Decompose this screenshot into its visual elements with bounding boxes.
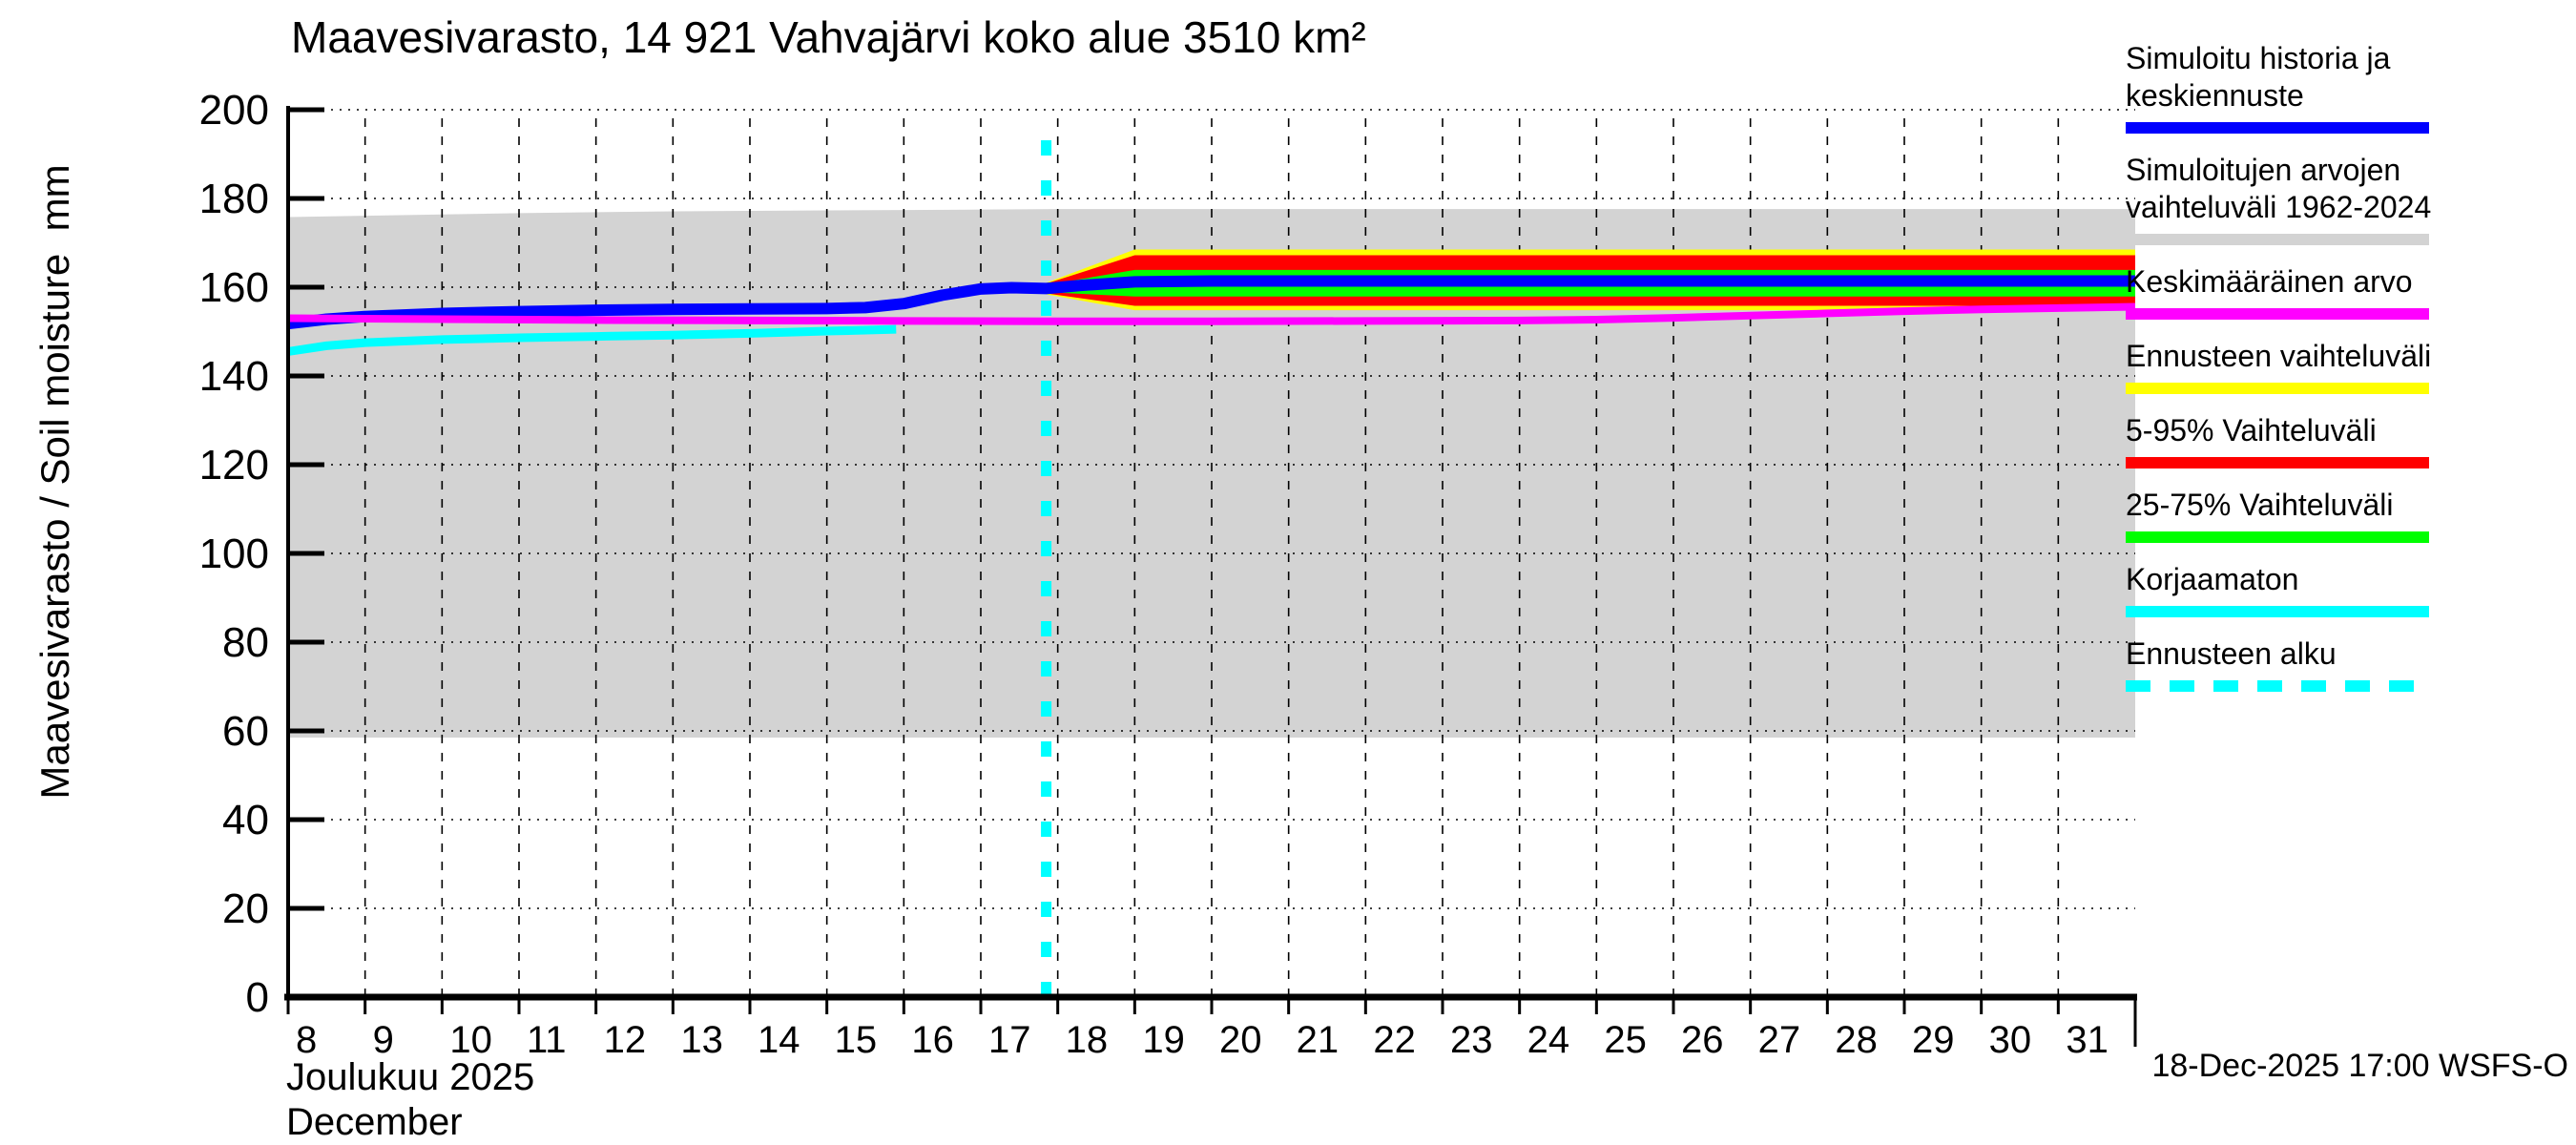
chart-title: Maavesivarasto, 14 921 Vahvajärvi koko a… — [291, 12, 1366, 62]
y-tick-label: 140 — [199, 353, 269, 400]
x-tick-label: 26 — [1681, 1019, 1724, 1061]
x-tick-label: 28 — [1835, 1019, 1878, 1061]
x-tick-label: 18 — [1066, 1019, 1109, 1061]
legend-label: Ennusteen alku — [2126, 636, 2337, 671]
y-tick-label: 80 — [222, 619, 269, 666]
legend-item-5-95-range: 5-95% Vaihteluväli — [2126, 412, 2565, 468]
x-tick-label: 25 — [1604, 1019, 1647, 1061]
x-tick-label: 17 — [988, 1019, 1031, 1061]
legend-item-simulated-history: Simuloitu historia ja keskiennuste — [2126, 40, 2565, 134]
x-tick-label: 16 — [911, 1019, 954, 1061]
y-tick-label: 120 — [199, 442, 269, 489]
y-tick-label: 200 — [199, 87, 269, 134]
cyan-dashed-line-swatch — [2126, 680, 2429, 692]
x-tick-label: 22 — [1373, 1019, 1416, 1061]
x-tick-label: 23 — [1450, 1019, 1493, 1061]
cyan-line-swatch — [2126, 606, 2429, 617]
x-tick-label: 10 — [449, 1019, 492, 1061]
legend-label: Keskimääräinen arvo — [2126, 264, 2413, 299]
y-tick-label: 160 — [199, 264, 269, 311]
red-band-swatch — [2126, 457, 2429, 468]
x-tick-label: 19 — [1142, 1019, 1185, 1061]
legend-item-25-75-range: 25-75% Vaihteluväli — [2126, 487, 2565, 543]
legend-item-uncorrected: Korjaamaton — [2126, 561, 2565, 617]
yellow-band-swatch — [2126, 383, 2429, 394]
legend-label: Ennusteen vaihteluväli — [2126, 339, 2432, 373]
y-tick-label: 0 — [246, 974, 269, 1021]
timestamp: 18-Dec-2025 17:00 WSFS-O — [2151, 1048, 2568, 1084]
y-axis-label: Maavesivarasto / Soil moisture mm — [32, 164, 77, 799]
y-tick-label: 20 — [222, 885, 269, 932]
legend: Simuloitu historia ja keskiennuste Simul… — [2126, 40, 2565, 710]
legend-item-average-value: Keskimääräinen arvo — [2126, 263, 2565, 320]
y-tick-label: 180 — [199, 176, 269, 222]
legend-label: Simuloitujen arvojen vaihteluväli 1962-2… — [2126, 153, 2432, 224]
legend-item-simulated-range: Simuloitujen arvojen vaihteluväli 1962-2… — [2126, 152, 2565, 245]
magenta-line-swatch — [2126, 308, 2429, 320]
x-tick-label: 9 — [373, 1019, 394, 1061]
plot-area: 0 20 40 60 80 100 120 140 160 180 200 8 9 10 11 12 13 14 1… — [199, 87, 2137, 1061]
legend-label: 25-75% Vaihteluväli — [2126, 488, 2394, 522]
y-tick-label: 60 — [222, 708, 269, 755]
legend-label: Simuloitu historia ja keskiennuste — [2126, 41, 2391, 113]
x-axis-month-label-en: December — [286, 1101, 463, 1143]
legend-item-forecast-range: Ennusteen vaihteluväli — [2126, 338, 2565, 394]
x-tick-label: 20 — [1219, 1019, 1262, 1061]
blue-line-swatch — [2126, 122, 2429, 134]
x-tick-label: 21 — [1297, 1019, 1340, 1061]
x-tick-label: 31 — [2066, 1019, 2109, 1061]
x-tick-label: 13 — [680, 1019, 723, 1061]
x-tick-label: 24 — [1527, 1019, 1570, 1061]
y-tick-label: 100 — [199, 531, 269, 577]
x-tick-label: 8 — [296, 1019, 317, 1061]
x-tick-label: 30 — [1989, 1019, 2032, 1061]
x-tick-label: 11 — [527, 1019, 567, 1061]
simuloitu-historia-ja-keskiennuste-line — [287, 275, 2135, 330]
green-band-swatch — [2126, 531, 2429, 543]
korjaamaton-line — [287, 324, 897, 356]
gray-band-swatch — [2126, 234, 2429, 245]
legend-label: 5-95% Vaihteluväli — [2126, 413, 2377, 448]
legend-label: Korjaamaton — [2126, 562, 2299, 596]
x-axis-month-label-fi: Joulukuu 2025 — [286, 1056, 534, 1098]
x-tick-label: 14 — [758, 1019, 800, 1061]
legend-item-forecast-start: Ennusteen alku — [2126, 635, 2565, 692]
y-tick-label: 40 — [222, 797, 269, 843]
x-tick-label: 27 — [1758, 1019, 1801, 1061]
x-tick-label: 15 — [835, 1019, 878, 1061]
x-tick-label: 12 — [604, 1019, 647, 1061]
x-tick-label: 29 — [1912, 1019, 1955, 1061]
keskimaarainen-arvo-line — [287, 302, 2136, 325]
